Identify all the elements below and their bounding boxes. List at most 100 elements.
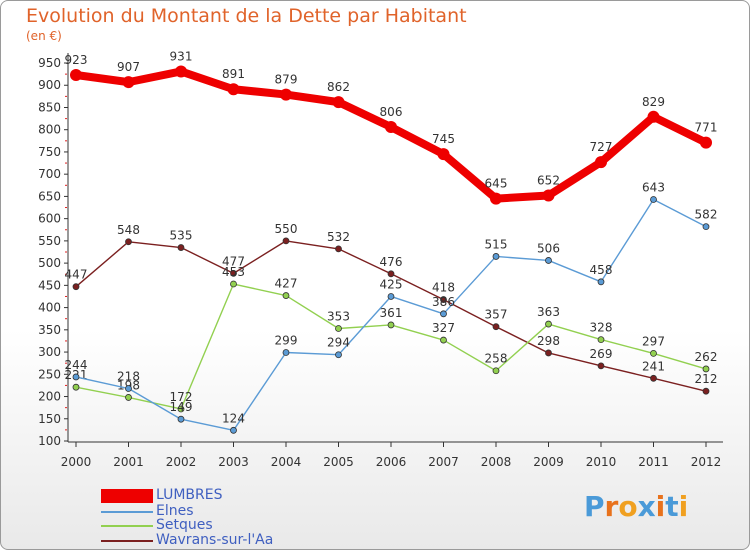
y-tick-label-850: 850 xyxy=(38,100,61,114)
point-setques-2004 xyxy=(282,292,290,299)
point-setques-2003 xyxy=(230,280,237,288)
data-label-elnes-2000: 244 xyxy=(65,358,88,372)
y-tick-label-950: 950 xyxy=(38,56,61,70)
legend-label-setques: Setques xyxy=(156,517,213,533)
point-wavrans-sur-l-aa-2007 xyxy=(440,296,447,303)
data-label-wavrans-sur-l-aa-2011: 241 xyxy=(642,359,665,373)
x-tick-label-2007: 2007 xyxy=(428,455,459,469)
point-setques-2011 xyxy=(650,349,657,357)
point-wavrans-sur-l-aa-2006 xyxy=(387,270,395,278)
x-tick-label-2012: 2012 xyxy=(691,455,722,469)
y-tick-label-600: 600 xyxy=(38,212,61,226)
point-elnes-2008 xyxy=(492,253,500,260)
point-elnes-2007 xyxy=(440,310,447,318)
y-tick-label-750: 750 xyxy=(38,145,61,159)
logo-letter: o xyxy=(618,490,638,523)
data-label-wavrans-sur-l-aa-2005: 532 xyxy=(327,230,350,244)
point-lumbres-2002 xyxy=(175,65,187,78)
point-setques-2012 xyxy=(702,365,710,373)
x-tick-label-2004: 2004 xyxy=(271,455,302,469)
data-label-lumbres-2003: 891 xyxy=(222,67,245,81)
legend-label-elnes: Elnes xyxy=(156,503,194,519)
point-lumbres-2008 xyxy=(490,192,502,205)
point-lumbres-2003 xyxy=(227,83,240,96)
legend-label-lumbres: LUMBRES xyxy=(156,487,223,503)
logo-letter: P xyxy=(584,490,605,523)
data-label-wavrans-sur-l-aa-2012: 212 xyxy=(695,372,718,386)
data-label-lumbres-2005: 862 xyxy=(327,80,350,94)
data-label-elnes-2007: 386 xyxy=(432,295,455,309)
point-wavrans-sur-l-aa-2005 xyxy=(335,245,342,253)
point-elnes-2003 xyxy=(230,426,237,434)
unit-label: (en €) xyxy=(26,29,62,43)
y-tick-label-550: 550 xyxy=(38,234,61,248)
data-label-setques-2004: 427 xyxy=(275,277,298,291)
y-tick-label-500: 500 xyxy=(38,256,61,270)
point-elnes-2010 xyxy=(597,278,605,286)
point-elnes-2006 xyxy=(387,293,395,300)
point-wavrans-sur-l-aa-2012 xyxy=(702,387,710,395)
point-lumbres-2004 xyxy=(280,88,292,101)
data-label-setques-2003: 453 xyxy=(222,265,245,279)
proxiti-logo: Proxiti xyxy=(584,490,688,523)
y-tick-label-200: 200 xyxy=(38,390,61,404)
legend-swatch-setques xyxy=(101,519,153,533)
x-tick-label-2003: 2003 xyxy=(218,455,249,469)
data-label-wavrans-sur-l-aa-2009: 298 xyxy=(537,334,560,348)
y-tick-label-250: 250 xyxy=(38,367,61,381)
data-label-elnes-2005: 294 xyxy=(327,336,350,350)
data-label-wavrans-sur-l-aa-2007: 418 xyxy=(432,281,455,295)
data-label-lumbres-2006: 806 xyxy=(380,105,403,119)
point-setques-2009 xyxy=(545,320,552,328)
point-wavrans-sur-l-aa-2009 xyxy=(545,349,552,357)
point-setques-2010 xyxy=(597,336,605,344)
x-tick-label-2009: 2009 xyxy=(533,455,564,469)
point-wavrans-sur-l-aa-2004 xyxy=(282,237,290,245)
x-tick-label-2006: 2006 xyxy=(376,455,407,469)
legend-swatch-bar xyxy=(101,489,153,503)
y-tick-label-350: 350 xyxy=(38,323,61,337)
logo-letter: t xyxy=(665,490,679,523)
data-label-setques-2006: 361 xyxy=(380,306,403,320)
data-label-elnes-2001: 218 xyxy=(117,370,140,384)
data-label-elnes-2004: 299 xyxy=(275,334,298,348)
logo-letter: x xyxy=(637,490,656,523)
data-label-wavrans-sur-l-aa-2006: 476 xyxy=(380,255,403,269)
point-lumbres-2012 xyxy=(700,136,712,149)
data-label-lumbres-2001: 907 xyxy=(117,60,140,74)
data-label-setques-2010: 328 xyxy=(590,321,613,335)
data-label-elnes-2009: 506 xyxy=(537,241,560,255)
chart-title: Evolution du Montant de la Dette par Hab… xyxy=(26,5,467,27)
data-label-setques-2011: 297 xyxy=(642,334,665,348)
point-elnes-2009 xyxy=(545,257,552,264)
point-elnes-2012 xyxy=(702,223,710,231)
data-label-setques-2005: 353 xyxy=(327,309,350,323)
data-label-elnes-2006: 425 xyxy=(380,277,403,291)
x-tick-label-2011: 2011 xyxy=(638,455,669,469)
data-label-elnes-2003: 124 xyxy=(222,411,245,425)
logo-letter: r xyxy=(604,490,619,523)
x-tick-label-2002: 2002 xyxy=(166,455,197,469)
y-tick-label-100: 100 xyxy=(38,434,61,448)
legend-swatch-bar xyxy=(101,525,153,527)
point-wavrans-sur-l-aa-2001 xyxy=(125,238,132,246)
data-label-lumbres-2009: 652 xyxy=(537,174,560,188)
data-label-setques-2008: 258 xyxy=(485,352,508,366)
point-lumbres-2010 xyxy=(595,156,607,169)
point-wavrans-sur-l-aa-2002 xyxy=(177,244,185,251)
data-label-lumbres-2012: 771 xyxy=(695,121,718,135)
y-tick-label-900: 900 xyxy=(38,78,61,92)
data-label-wavrans-sur-l-aa-2010: 269 xyxy=(590,347,613,361)
point-lumbres-2006 xyxy=(385,121,397,134)
x-tick-label-2008: 2008 xyxy=(481,455,512,469)
point-lumbres-2000 xyxy=(70,69,82,82)
point-setques-2006 xyxy=(387,321,395,329)
point-elnes-2002 xyxy=(177,415,185,423)
point-lumbres-2005 xyxy=(332,96,345,109)
legend-swatch-lumbres xyxy=(101,489,153,503)
point-setques-2005 xyxy=(335,325,342,332)
point-setques-2002 xyxy=(177,405,185,413)
data-label-lumbres-2011: 829 xyxy=(642,95,665,109)
data-label-wavrans-sur-l-aa-2000: 447 xyxy=(65,268,88,282)
data-label-lumbres-2000: 923 xyxy=(65,53,88,67)
